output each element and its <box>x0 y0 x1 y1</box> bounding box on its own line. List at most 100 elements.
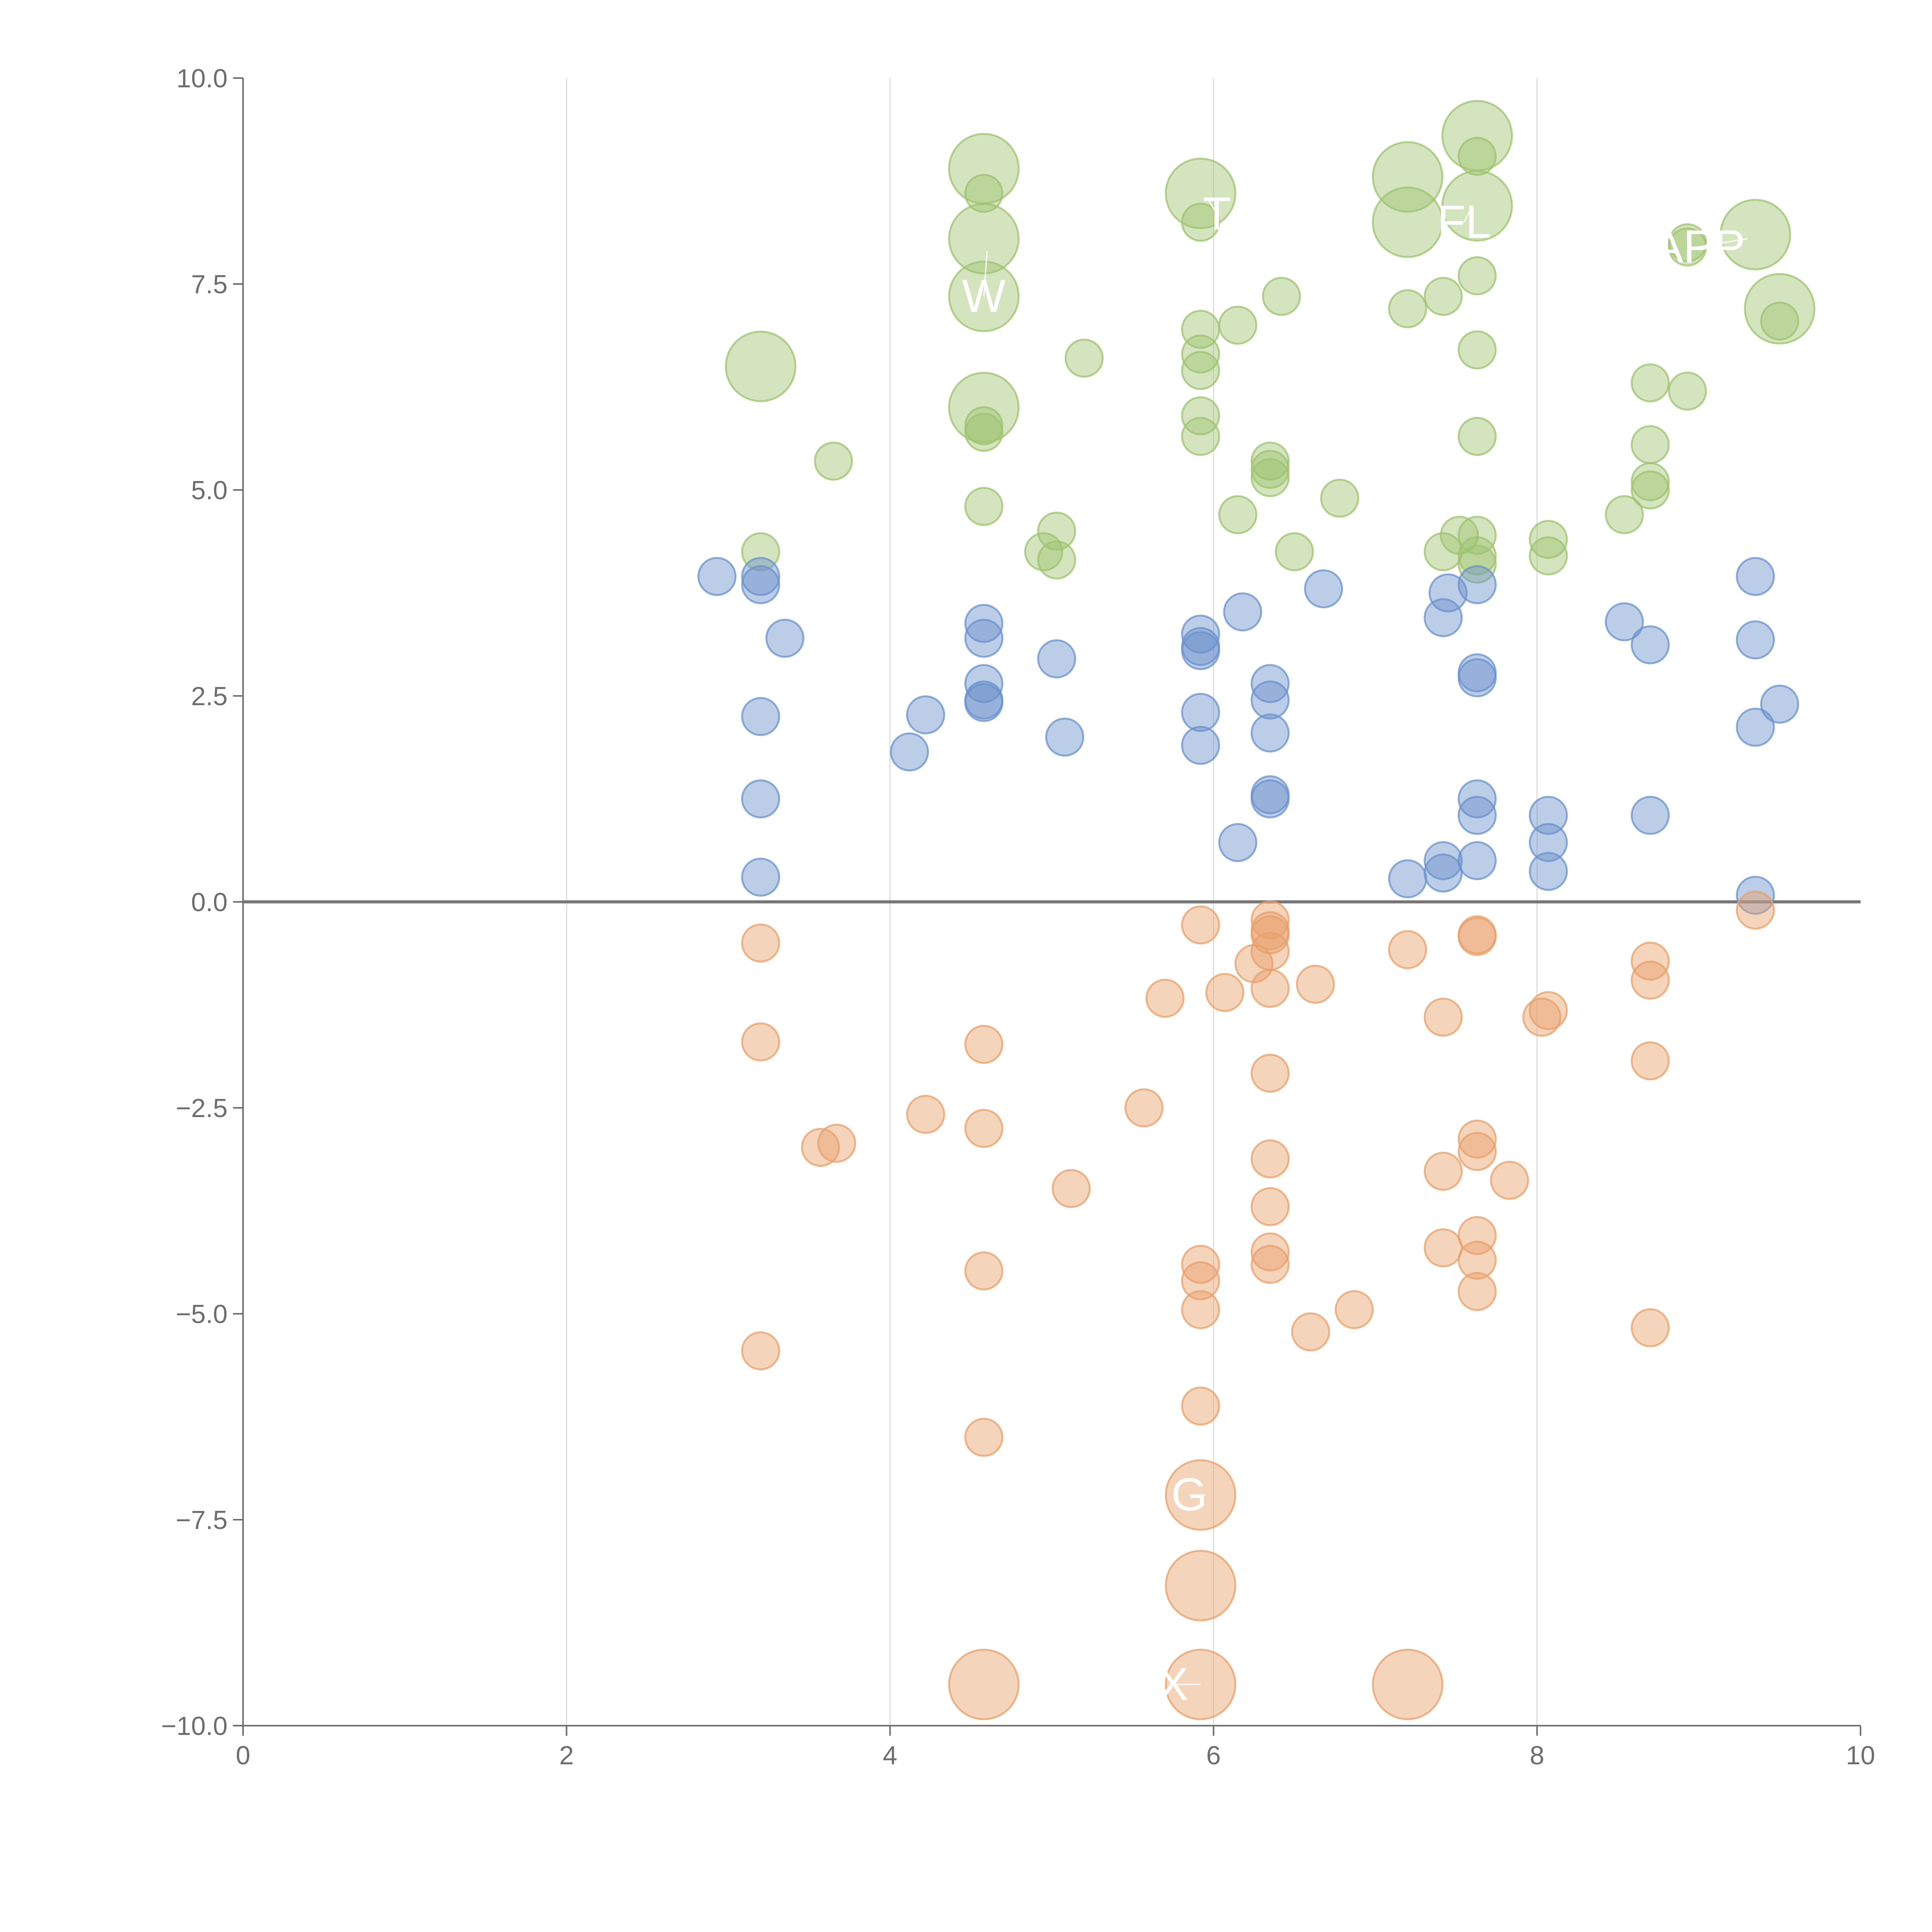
bubble-blue <box>1250 713 1290 753</box>
bubble-blue <box>1736 620 1775 660</box>
annotation-label: FL <box>1437 196 1491 248</box>
bubble-orange <box>1291 1312 1330 1352</box>
bubble-orange <box>1250 1245 1290 1284</box>
bubble-green <box>1605 495 1644 534</box>
bubble-blue <box>1631 625 1670 665</box>
bubble-orange <box>1250 1053 1290 1093</box>
bubble-orange <box>906 1095 945 1134</box>
bubble-orange <box>1458 1240 1497 1280</box>
bubble-blue <box>1045 718 1084 757</box>
y-tick-label: 2.5 <box>191 682 228 711</box>
bubble-orange <box>1522 997 1561 1037</box>
bubble-orange <box>1145 978 1185 1018</box>
bubble-green <box>1275 532 1314 571</box>
bubble-green <box>1458 544 1497 584</box>
annotation-label: T <box>1202 188 1231 240</box>
bubble-green <box>1165 157 1236 229</box>
bubble-green <box>1181 396 1220 435</box>
bubble-orange <box>1124 1088 1164 1128</box>
bubble-green <box>1441 100 1513 172</box>
bubble-blue <box>1181 726 1220 765</box>
bubble-orange <box>1181 905 1220 945</box>
bubble-blue <box>1529 823 1568 862</box>
bubble-blue <box>1388 859 1427 898</box>
y-tick-label: −2.5 <box>176 1094 228 1123</box>
bubble-green <box>1181 351 1220 390</box>
y-tick-label: −5.0 <box>176 1299 228 1329</box>
bubble-blue <box>1760 684 1799 724</box>
bubble-blue <box>890 732 929 772</box>
bubble-blue <box>741 565 781 604</box>
bubble-orange <box>1181 1245 1220 1284</box>
bubble-green <box>1458 515 1497 555</box>
annotation-label: APP <box>1652 221 1745 272</box>
bubble-green <box>1423 277 1463 316</box>
y-tick-label: −7.5 <box>176 1505 228 1535</box>
x-tick-label: 6 <box>1206 1741 1221 1770</box>
bubble-blue <box>1304 569 1343 609</box>
bubble-orange <box>1250 1232 1290 1272</box>
bubble-blue <box>1458 796 1497 835</box>
annotation-leader <box>1464 205 1473 223</box>
annotation-leader <box>1699 238 1748 248</box>
bubble-green <box>1760 301 1799 341</box>
bubble-orange <box>1250 969 1290 1008</box>
bubble-green <box>1262 277 1301 316</box>
bubble-green <box>1458 256 1497 296</box>
bubble-green <box>1218 306 1257 345</box>
bubble-orange <box>1458 1272 1497 1311</box>
bubble-orange <box>1335 1290 1374 1329</box>
bubble-blue <box>906 695 945 735</box>
annotation-leader <box>983 251 988 297</box>
bubble-green <box>1372 186 1444 258</box>
bubble-orange <box>1372 1648 1444 1720</box>
bubble-orange <box>741 1331 781 1371</box>
bubble-orange <box>1250 1187 1290 1226</box>
x-tick-label: 8 <box>1530 1741 1544 1770</box>
bubble-orange <box>1205 973 1245 1012</box>
bubble-blue <box>765 619 804 658</box>
bubble-green <box>964 406 1003 446</box>
bubble-blue <box>1736 876 1775 915</box>
bubble-green <box>1668 371 1707 411</box>
bubble-blue <box>1458 658 1497 697</box>
bubble-blue <box>1458 841 1497 880</box>
bubble-green <box>1372 141 1444 213</box>
bubble-orange <box>1250 900 1290 940</box>
bubble-blue <box>1218 823 1257 862</box>
bubble-green <box>1250 441 1290 481</box>
annotation-leader <box>1206 197 1218 214</box>
bubble-blue <box>964 604 1003 643</box>
y-tick-label: 5.0 <box>191 476 228 505</box>
bubble-blue <box>1605 602 1644 641</box>
bubble-blue <box>1423 598 1463 637</box>
bubble-blue <box>1631 796 1670 835</box>
bubble-orange <box>1458 1119 1497 1159</box>
bubble-orange <box>1250 1139 1290 1179</box>
bubble-green <box>948 203 1020 275</box>
bubble-blue <box>1429 573 1468 612</box>
bubble-green <box>725 330 797 402</box>
bubble-orange <box>964 1418 1003 1457</box>
bubble-green <box>1668 223 1707 262</box>
bubble-green <box>1423 532 1463 571</box>
bubble-green <box>1250 450 1290 489</box>
bubble-green <box>1631 462 1670 502</box>
bubble-orange <box>1423 1228 1463 1267</box>
x-tick-label: 2 <box>559 1741 574 1770</box>
bubble-blue <box>1181 693 1220 732</box>
bubble-green <box>1458 536 1497 576</box>
bubble-green <box>1744 273 1816 345</box>
bubble-orange <box>964 1251 1003 1291</box>
bubble-orange <box>1631 1308 1670 1347</box>
bubble-green <box>1458 330 1497 370</box>
bubble-green <box>1631 363 1670 403</box>
bubble-orange <box>1631 961 1670 1000</box>
bubble-green <box>1218 495 1257 534</box>
bubble-blue <box>697 557 736 596</box>
y-tick-label: 7.5 <box>191 270 228 299</box>
annotation-label: X <box>1158 1658 1189 1710</box>
bubble-green <box>1631 470 1670 510</box>
bubble-orange <box>1051 1169 1091 1208</box>
